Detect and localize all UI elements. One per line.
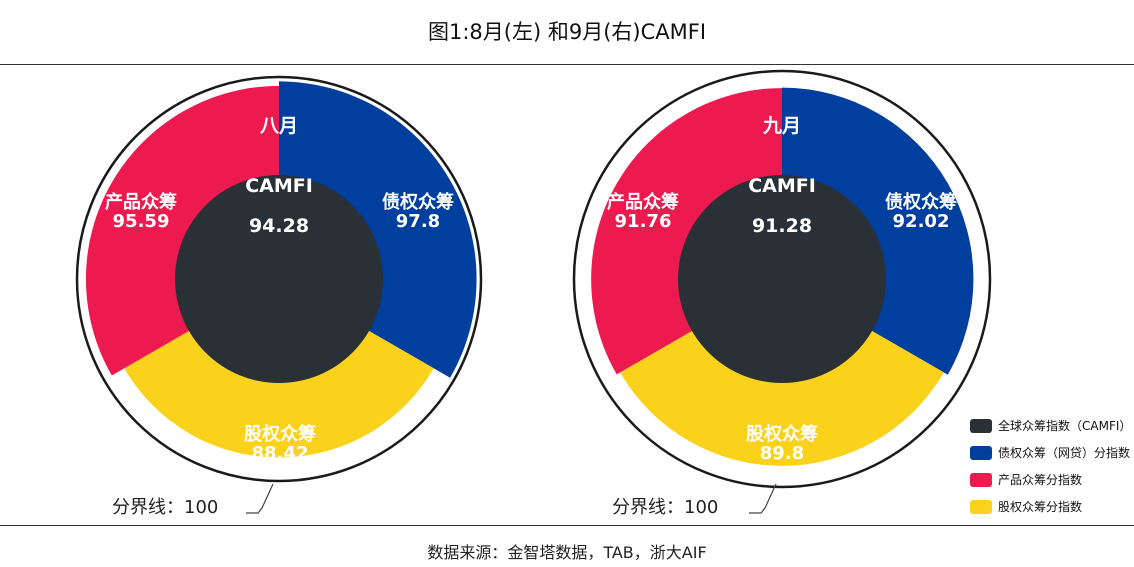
segment-value-label: 95.59 [113, 211, 170, 232]
source-note: 数据来源：金智塔数据，TAB，浙大AIF [427, 543, 707, 562]
camfi-center-circle [678, 175, 886, 383]
segment-name-label: 股权众筹 [243, 423, 316, 445]
segment-value-label: 88.42 [252, 443, 309, 464]
boundary-circle [572, 69, 992, 489]
center-index-name: CAMFI [748, 175, 816, 197]
top-divider [0, 64, 1134, 65]
center-index-value: 94.28 [249, 215, 309, 237]
legend-label: 全球众筹指数（CAMFI） [998, 419, 1132, 433]
legend-swatch [970, 445, 992, 460]
segment-value-label: 97.8 [396, 211, 440, 232]
center-month-label: 九月 [762, 115, 801, 137]
legend-item-product: 产品众筹分指数 [970, 466, 1131, 493]
segment-value-label: 91.76 [615, 211, 672, 232]
bottom-divider [0, 525, 1134, 526]
legend: 全球众筹指数（CAMFI） 债权众筹（网贷）分指数 产品众筹分指数 股权众筹分指… [970, 412, 1131, 520]
legend-item-equity: 股权众筹分指数 [970, 493, 1131, 520]
center-month-label: 八月 [260, 115, 298, 137]
boundary-label: 分界线：100 [112, 497, 218, 518]
boundary-circle [75, 75, 483, 483]
center-index-name: CAMFI [245, 175, 313, 197]
legend-label: 股权众筹分指数 [998, 500, 1083, 514]
boundary-label: 分界线：100 [612, 497, 718, 518]
boundary-leader-line [246, 483, 274, 514]
camfi-center-circle [175, 175, 383, 383]
segment-value-label: 89.8 [760, 443, 804, 464]
chart-title: 图1:8月(左) 和9月(右)CAMFI [427, 20, 707, 44]
segment-name-label: 产品众筹 [105, 191, 177, 213]
legend-item-camfi: 全球众筹指数（CAMFI） [970, 412, 1131, 439]
legend-label: 产品众筹分指数 [998, 473, 1083, 487]
segment-value-label: 92.02 [893, 211, 950, 232]
legend-item-debt: 债权众筹（网贷）分指数 [970, 439, 1131, 466]
boundary-leader-line [749, 483, 777, 514]
segment-name-label: 股权众筹 [745, 423, 818, 445]
segment-name-label: 债权众筹 [885, 191, 957, 213]
segment-name-label: 产品众筹 [607, 191, 679, 213]
center-index-value: 91.28 [752, 215, 812, 237]
legend-label: 债权众筹（网贷）分指数 [998, 446, 1131, 460]
charts-canvas: 八月CAMFI94.28债权众筹97.8股权众筹88.42产品众筹95.59分界… [74, 68, 993, 518]
legend-swatch [970, 418, 992, 433]
legend-swatch [970, 499, 992, 514]
segment-name-label: 债权众筹 [382, 191, 454, 213]
legend-swatch [970, 472, 992, 487]
